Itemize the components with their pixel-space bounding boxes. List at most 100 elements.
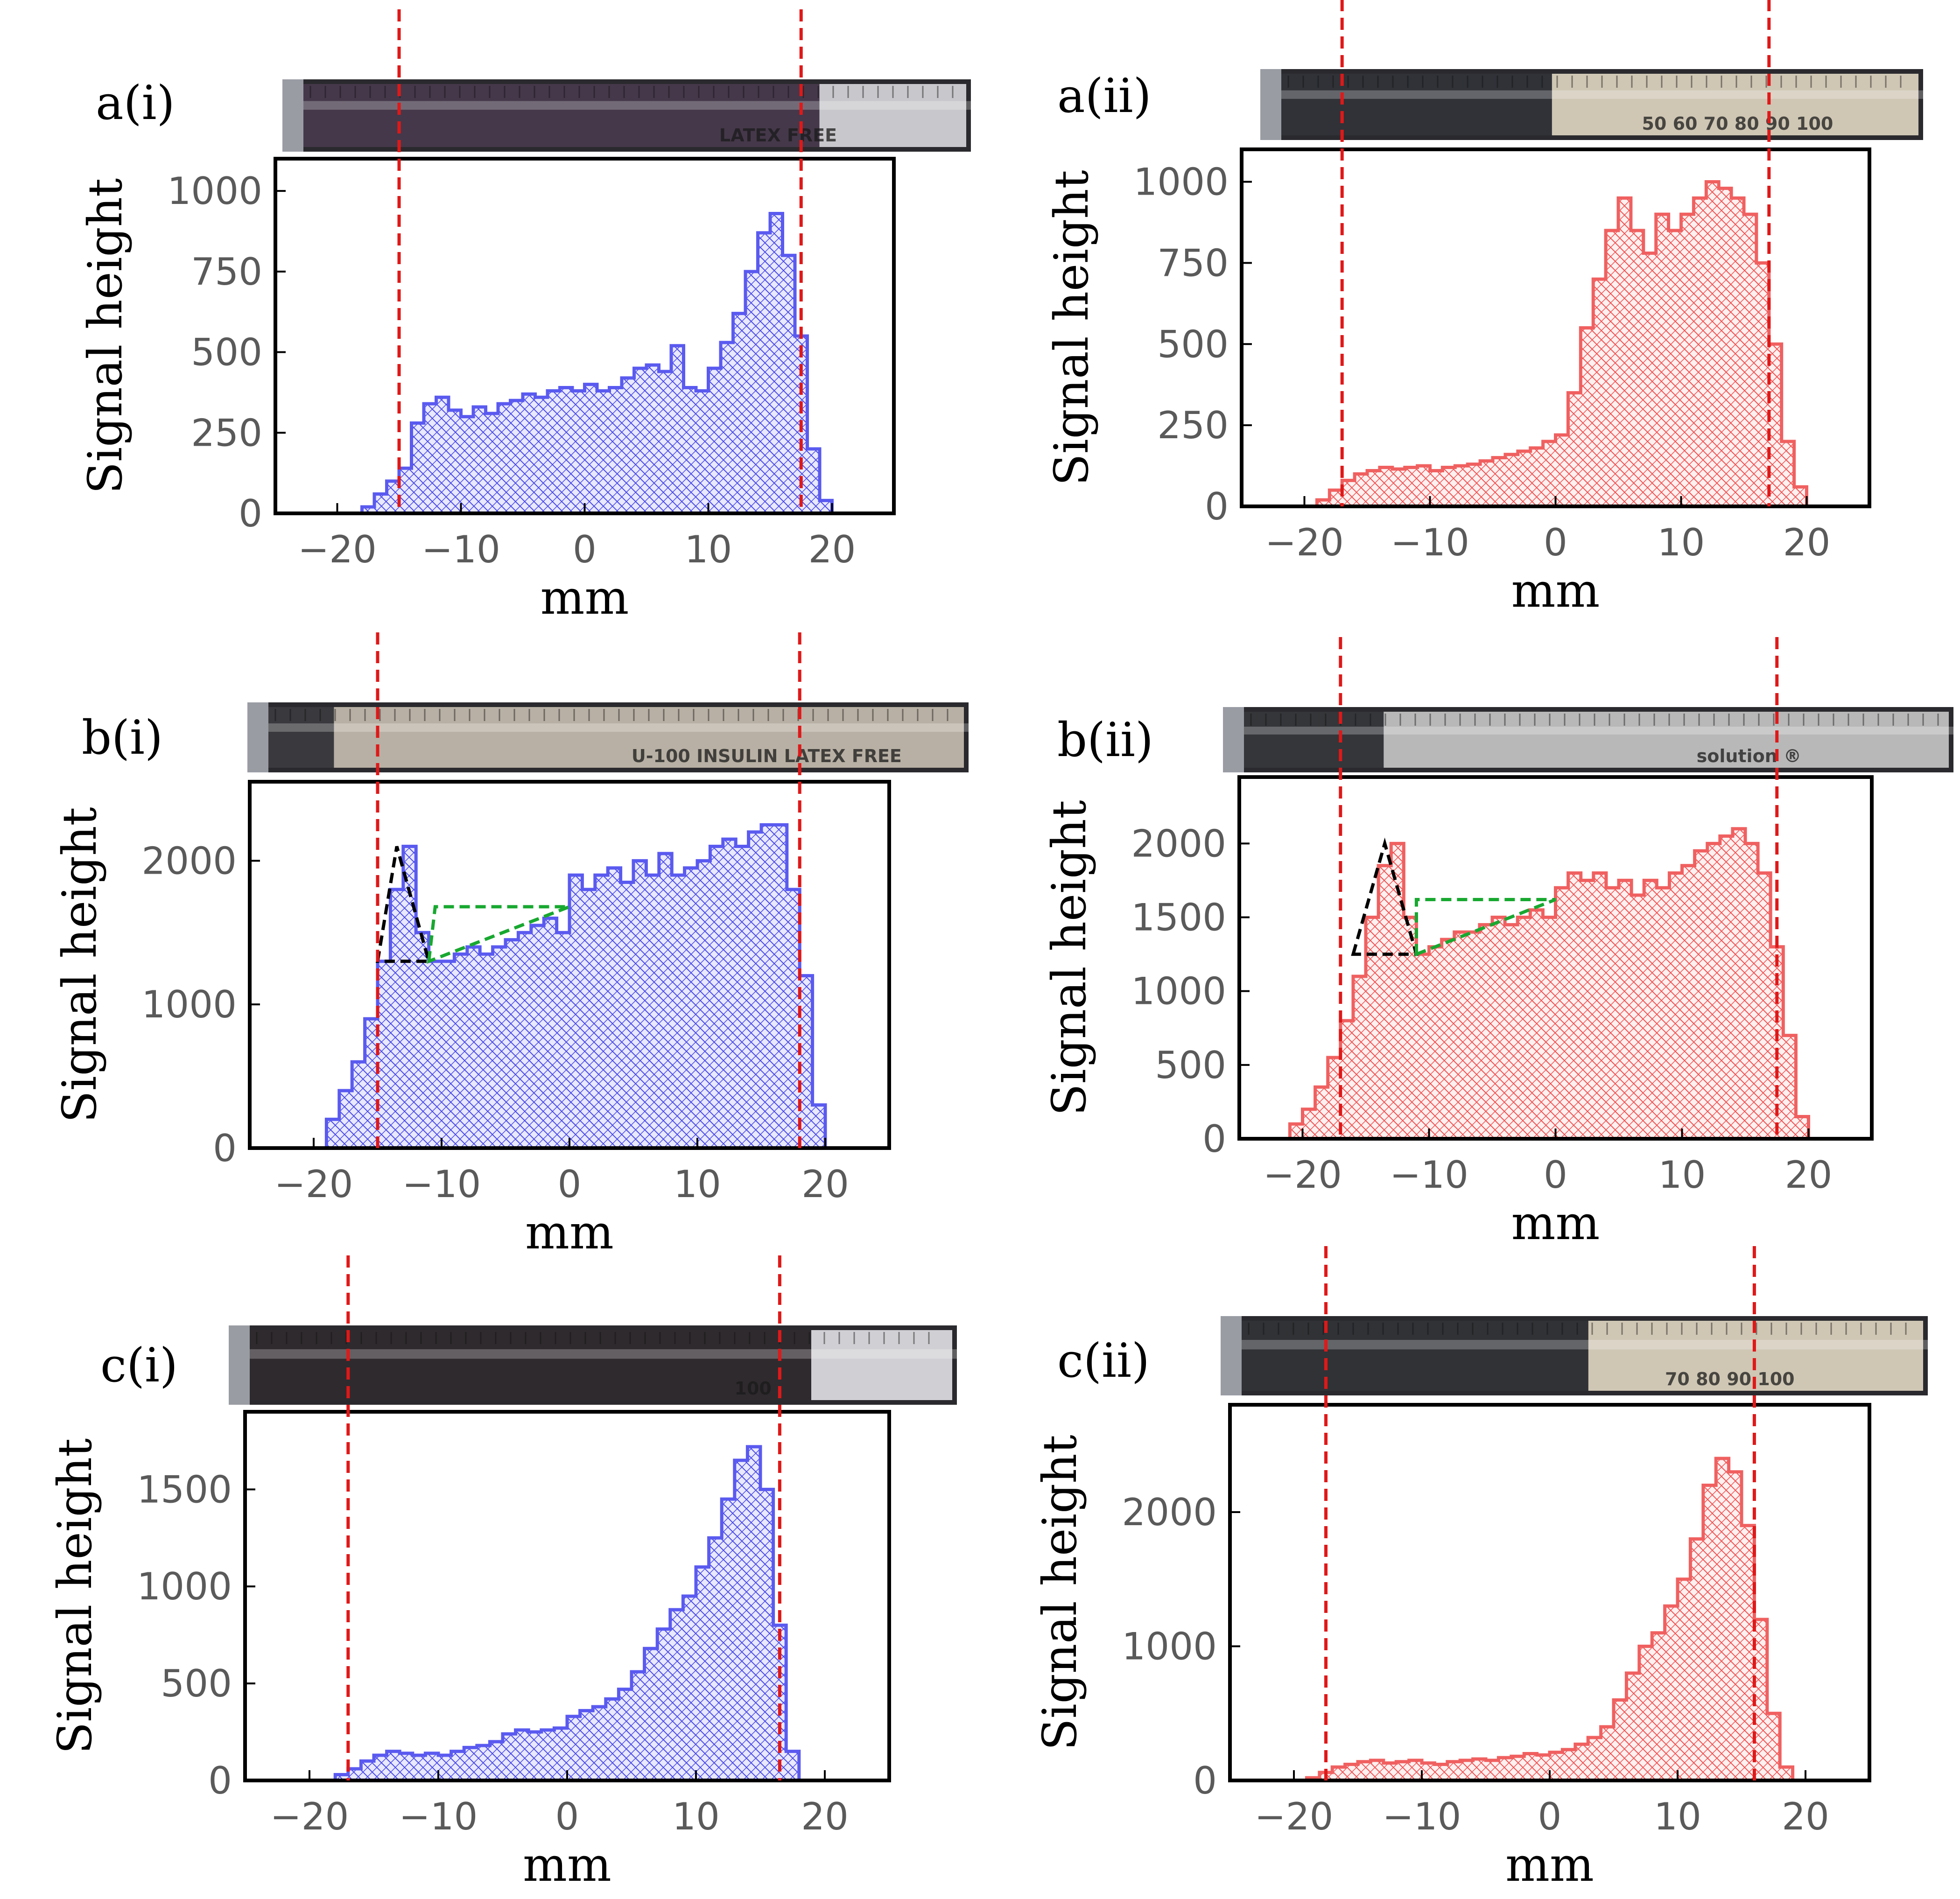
y-tick-label: 0: [1202, 1117, 1226, 1161]
histogram-series: [275, 211, 894, 515]
x-tick-label: −20: [298, 528, 377, 571]
y-tick-label: 0: [213, 1127, 237, 1170]
y-tick-label: 500: [1155, 1044, 1226, 1087]
x-axis-title: mm: [1511, 563, 1600, 618]
syringe-barrel: [811, 1330, 952, 1400]
histogram-series: [1230, 1457, 1869, 1782]
y-tick-label: 500: [1157, 322, 1229, 366]
syringe-highlight: [247, 723, 969, 732]
syringe-fluid: [1279, 74, 1552, 135]
syringe-highlight: [229, 1349, 957, 1359]
y-axis-title: Signal height: [48, 1438, 102, 1754]
x-tick-label: 10: [1654, 1795, 1701, 1838]
syringe-printed-text: U-100 INSULIN LATEX FREE: [632, 746, 902, 766]
y-tick-label: 750: [191, 250, 262, 294]
y-tick-label: 500: [161, 1662, 232, 1705]
y-tick-label: 1500: [1131, 896, 1226, 939]
x-tick-label: 0: [555, 1795, 579, 1838]
syringe-printed-text: LATEX FREE: [719, 125, 837, 146]
x-tick-label: −20: [1263, 1153, 1342, 1197]
x-tick-label: −20: [1255, 1795, 1334, 1838]
x-tick-label: 20: [1782, 1795, 1829, 1838]
x-axis-title: mm: [1505, 1837, 1594, 1892]
y-tick-label: 1000: [1131, 970, 1226, 1013]
x-tick-label: 20: [801, 1795, 849, 1838]
y-tick-label: 1000: [167, 169, 262, 213]
syringe-plunger: [247, 702, 268, 772]
x-tick-label: 20: [808, 528, 856, 571]
black-triangle: [1351, 837, 1419, 956]
syringe-plunger: [1221, 1316, 1242, 1395]
x-tick-label: −10: [1391, 521, 1469, 564]
y-tick-label: 500: [191, 331, 262, 374]
syringe-fluid: [266, 707, 334, 768]
syringe-barrel: [1552, 74, 1918, 135]
syringe-fluid: [1239, 1321, 1588, 1391]
syringe-highlight: [1260, 90, 1923, 99]
x-tick-label: 0: [558, 1163, 582, 1206]
syringe-plunger: [1223, 707, 1244, 772]
y-tick-label: 750: [1157, 241, 1229, 285]
syringe-barrel: [334, 707, 964, 768]
x-tick-label: −10: [402, 1163, 481, 1206]
histogram-series: [1242, 180, 1869, 508]
x-tick-label: −20: [1265, 521, 1344, 564]
x-tick-label: 0: [1538, 1795, 1562, 1838]
y-tick-label: 0: [208, 1759, 232, 1802]
y-tick-label: 1500: [137, 1468, 232, 1511]
x-tick-label: −20: [274, 1163, 353, 1206]
chart-panel-a-ii: 50 60 70 80 90 100 a(ii) −20 −10 0 10 20 0 250 50…: [1044, 0, 1923, 618]
y-tick-label: 250: [1157, 404, 1229, 447]
y-tick-label: 0: [1205, 485, 1229, 528]
syringe-printed-text: solution ®: [1697, 746, 1801, 766]
syringe-barrel: [1384, 712, 1949, 768]
syringe-barrel: [819, 84, 966, 147]
chart-panel-a-i: LATEX FREE a(i) −20 −10 0 10 20 0 250 500 750 1000 m…: [78, 9, 971, 625]
syringe-printed-text: 50 60 70 80 90 100: [1642, 113, 1833, 134]
panel-label: b(i): [82, 710, 163, 765]
x-axis-title: mm: [523, 1837, 611, 1892]
black-triangle: [375, 846, 431, 963]
y-axis-title: Signal height: [1033, 1435, 1087, 1750]
syringe-plunger: [229, 1325, 250, 1405]
x-tick-label: 20: [1783, 521, 1831, 564]
y-tick-label: 1000: [137, 1565, 232, 1608]
x-tick-label: −20: [270, 1795, 349, 1838]
syringe-highlight: [1221, 1340, 1928, 1350]
chart-panel-c-i: 100 c(i) −20 −10 0 10 20 0 500 1000 1500 mm Signal h…: [48, 1255, 957, 1892]
syringe-printed-text: 100: [735, 1378, 772, 1399]
x-tick-label: −10: [1390, 1153, 1468, 1197]
syringe-highlight: [282, 101, 971, 110]
y-tick-label: 2000: [141, 839, 237, 883]
histogram-series: [1239, 827, 1872, 1141]
x-tick-label: 0: [1544, 521, 1567, 564]
y-tick-label: 250: [191, 411, 262, 455]
y-axis-title: Signal height: [52, 807, 107, 1122]
histogram-series: [245, 1445, 889, 1782]
chart-panel-b-i: U-100 INSULIN LATEX FREE b(i) −20 −10 0 10 200…: [52, 632, 969, 1260]
y-tick-label: 1000: [1122, 1625, 1217, 1668]
syringe-highlight: [1223, 727, 1953, 735]
chart-panel-b-ii: solution ® b(ii) −20 −10 0 10 20 0 500 1000 1500 20…: [1042, 637, 1953, 1250]
x-tick-label: 0: [1544, 1153, 1567, 1197]
syringe-photo: 50 60 70 80 90 100: [1260, 69, 1923, 140]
x-tick-label: 10: [1658, 521, 1705, 564]
syringe-fluid: [247, 1330, 811, 1400]
syringe-photo: U-100 INSULIN LATEX FREE: [247, 702, 969, 772]
x-tick-label: 10: [1658, 1153, 1706, 1197]
panel-label: a(i): [96, 76, 175, 130]
y-tick-label: 1000: [1133, 161, 1229, 204]
syringe-photo: solution ®: [1223, 707, 1953, 772]
y-tick-label: 0: [1193, 1759, 1217, 1802]
syringe-fluid: [1242, 712, 1384, 768]
syringe-plunger: [282, 79, 303, 152]
y-tick-label: 1000: [141, 983, 237, 1026]
x-axis-title: mm: [525, 1205, 614, 1260]
panel-label: a(ii): [1057, 69, 1152, 123]
x-tick-label: 10: [674, 1163, 721, 1206]
y-axis-title: Signal height: [1044, 170, 1099, 485]
y-axis-title: Signal height: [78, 178, 133, 494]
x-tick-label: 20: [1785, 1153, 1833, 1197]
syringe-photo: 70 80 90 100: [1221, 1316, 1928, 1395]
